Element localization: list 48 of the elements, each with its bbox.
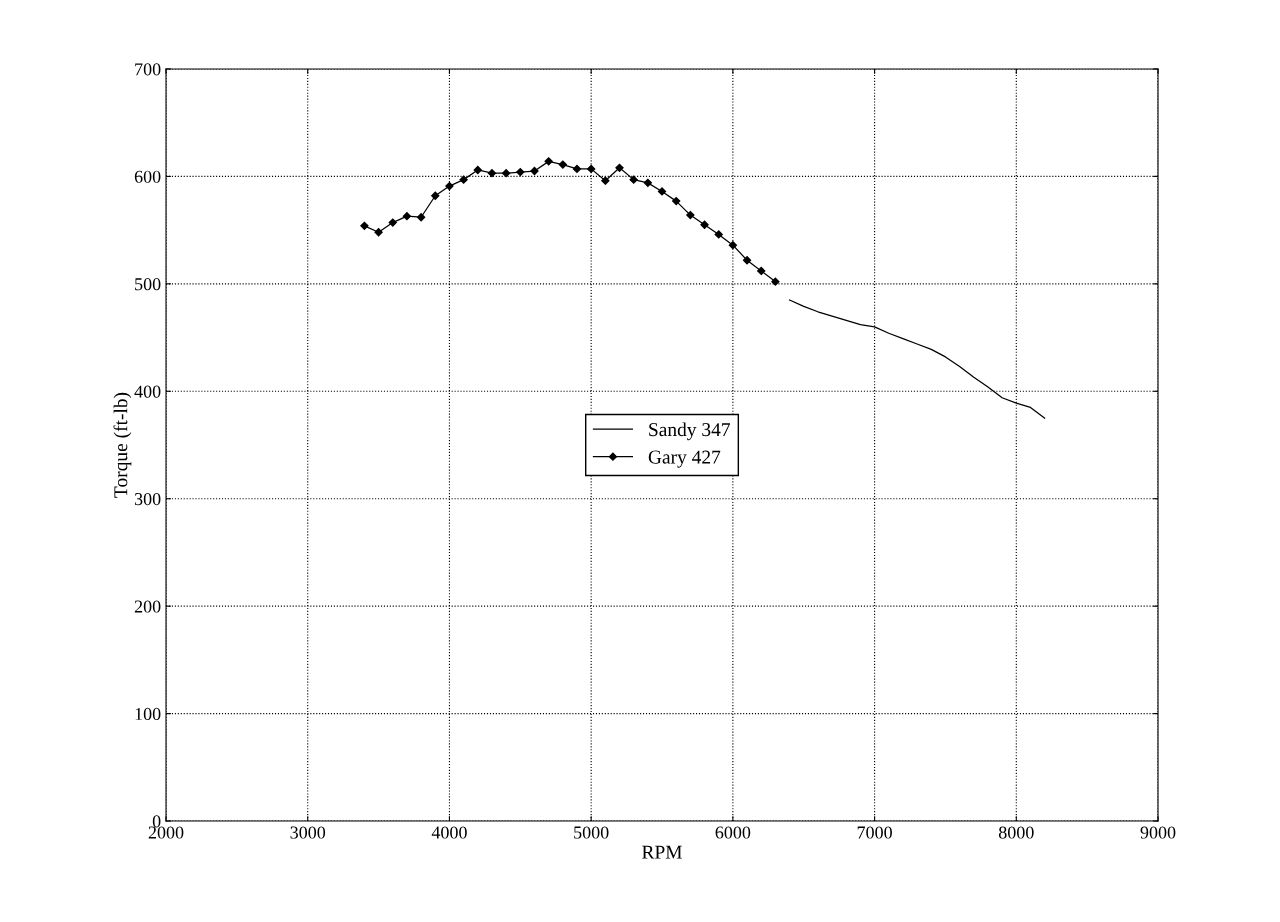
y-tick-label: 300 xyxy=(134,492,161,506)
point xyxy=(516,167,525,177)
point xyxy=(629,175,638,184)
point xyxy=(771,277,780,286)
point xyxy=(587,164,596,174)
y-tick-label: 400 xyxy=(134,385,161,398)
point xyxy=(714,230,723,239)
legend-label: Gary 427 xyxy=(648,450,721,468)
y-tick-label: 100 xyxy=(135,707,161,721)
point xyxy=(544,157,553,166)
point xyxy=(431,191,440,200)
point xyxy=(558,160,567,169)
x-tick-label: 7000 xyxy=(857,826,892,839)
y-tick-label: 700 xyxy=(135,63,161,76)
x-tick-label: 9000 xyxy=(1140,826,1176,839)
point xyxy=(686,210,695,220)
point xyxy=(445,181,454,191)
point xyxy=(572,164,582,174)
point xyxy=(700,220,709,229)
point xyxy=(643,178,652,187)
y-tick-label: 200 xyxy=(134,600,161,613)
point xyxy=(487,169,497,178)
point xyxy=(473,165,482,175)
point xyxy=(742,256,752,265)
x-tick-label: 2000 xyxy=(148,826,184,839)
x-tick-label: 8000 xyxy=(998,826,1034,839)
x-tick-label: 4000 xyxy=(431,826,467,839)
point xyxy=(374,228,383,237)
point xyxy=(360,221,369,230)
x-axis-title: RPM xyxy=(642,845,682,859)
y-tick-label: 600 xyxy=(134,170,161,183)
point xyxy=(615,163,624,172)
x-tick-label: 5000 xyxy=(574,826,609,839)
y-axis-title: Torque (ft-lb) xyxy=(113,392,132,498)
point xyxy=(402,212,412,221)
x-tick-label: 3000 xyxy=(290,826,326,839)
point xyxy=(672,196,681,206)
y-tick-label: 0 xyxy=(152,815,161,828)
point xyxy=(728,241,738,250)
point xyxy=(416,213,426,222)
y-tick-label: 500 xyxy=(135,278,161,291)
point xyxy=(601,176,610,185)
point xyxy=(501,169,511,178)
point xyxy=(757,266,766,276)
point xyxy=(388,218,397,227)
legend-label: Sandy 347 xyxy=(649,422,730,441)
x-tick-label: 6000 xyxy=(715,826,751,839)
point xyxy=(459,175,468,184)
